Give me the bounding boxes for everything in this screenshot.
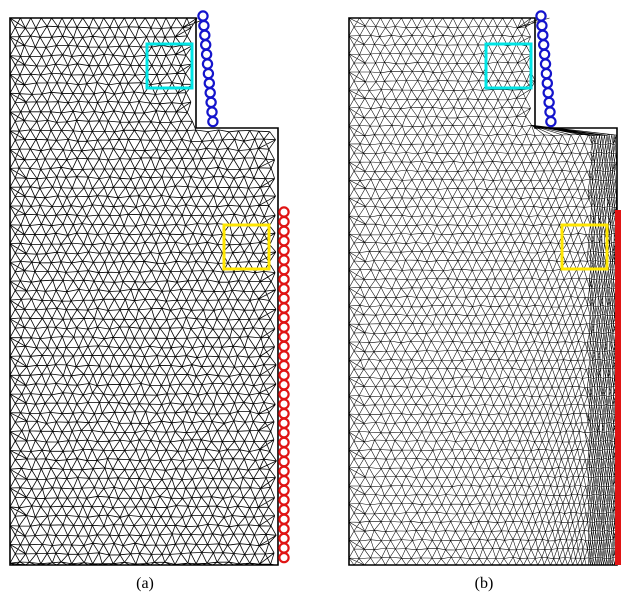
boundary-marker [278,263,290,276]
boundary-marker [278,321,290,333]
boundary-marker [278,340,290,353]
boundary-marker [278,235,290,247]
mesh-a [9,17,277,566]
boundary-marker [278,523,290,535]
boundary-marker [543,96,555,109]
panel-a: (a) [9,10,290,592]
domain-outline-a [9,17,279,566]
boundary-marker [278,379,290,391]
boundary-marker [537,29,549,41]
boundary-marker [278,446,290,458]
boundary-marker [278,455,290,468]
boundary-marker [204,87,216,99]
mesh-b [348,17,618,566]
boundary-marker [278,359,290,372]
boundary-marker [278,407,290,420]
boundary-marker [278,311,290,324]
boundary-marker [538,48,551,61]
highlight-box-yellow-a [222,223,271,271]
boundary-marker [535,10,547,22]
boundary-marker [200,48,213,61]
highlight-box-cyan-b [484,42,533,90]
boundary-marker [199,39,212,51]
boundary-marker [278,225,290,237]
boundary-marker [278,350,290,362]
caption-b: (b) [475,575,494,592]
boundary-marker [202,67,215,80]
domain-outline-b [348,17,618,566]
boundary-marker [278,484,290,497]
boundary-marker [278,465,290,477]
boundary-marker [278,273,290,285]
boundary-marker [278,292,290,305]
highlight-box-cyan-a [145,42,194,90]
boundary-marker [278,254,290,266]
boundary-marker [278,417,290,429]
boundary-marker [278,244,290,257]
boundary-marker [278,542,290,554]
boundary-marker [198,19,210,32]
boundary-marker [536,19,548,32]
boundary-marker [278,532,290,545]
boundary-marker [544,106,556,118]
boundary-markers-top-a [197,10,219,128]
boundary-marker [203,77,215,89]
boundary-marker [540,67,553,80]
boundary-marker [541,77,554,89]
caption-a: (a) [136,575,154,592]
highlight-box-yellow-b [560,223,609,271]
boundary-marker [278,513,290,525]
boundary-marker [278,388,290,401]
boundary-marker [206,106,218,118]
mesh-edges [348,17,618,566]
boundary-marker [205,96,217,109]
panel-b: (b) [348,10,621,592]
boundary-marker [201,58,214,70]
boundary-marker [278,331,290,343]
boundary-marker [278,215,290,228]
red-boundary-line-b [615,210,621,565]
boundary-marker [542,87,554,99]
boundary-marker [278,427,290,439]
boundary-marker [199,29,211,41]
boundary-marker [278,369,290,381]
boundary-marker [278,551,290,564]
boundary-marker [278,206,290,218]
boundary-marker [538,39,550,51]
boundary-markers-right-a [278,206,290,564]
boundary-marker [278,494,290,506]
boundary-markers-top-b [535,10,557,128]
boundary-marker [278,283,290,295]
mesh-edges [9,17,277,566]
boundary-marker [197,10,209,22]
boundary-marker [278,398,290,410]
boundary-marker [539,58,552,70]
boundary-marker [278,436,290,449]
boundary-marker [278,503,290,516]
boundary-marker [278,302,290,314]
boundary-marker [207,115,219,128]
boundary-marker [278,475,290,487]
boundary-marker [545,115,557,128]
